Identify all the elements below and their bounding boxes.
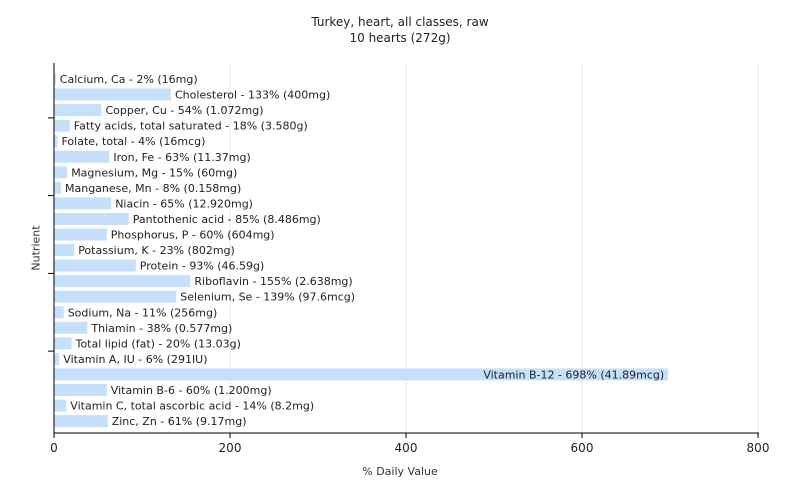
data-label: Protein - 93% (46.59g) (140, 260, 265, 273)
bar (54, 399, 67, 412)
data-label: Vitamin B-6 - 60% (1.200mg) (111, 384, 272, 397)
bar (54, 244, 75, 257)
bar (54, 88, 171, 101)
bar (54, 290, 177, 303)
data-label: Copper, Cu - 54% (1.072mg) (106, 104, 264, 117)
data-label: Total lipid (fat) - 20% (13.03g) (75, 337, 241, 350)
data-label: Selenium, Se - 139% (97.6mcg) (180, 291, 355, 304)
data-label: Fatty acids, total saturated - 18% (3.58… (74, 120, 308, 133)
chart-subtitle: 10 hearts (272g) (349, 31, 451, 45)
bar (54, 119, 70, 132)
bar (54, 321, 88, 334)
bar (54, 352, 60, 365)
bar (54, 306, 64, 319)
bar (54, 228, 107, 241)
bar (54, 197, 112, 210)
x-tick-label: 400 (395, 441, 418, 455)
data-label: Vitamin B-12 - 698% (41.89mcg) (483, 368, 664, 381)
bar (54, 368, 669, 381)
x-tick-label: 200 (219, 441, 242, 455)
data-label: Magnesium, Mg - 15% (60mg) (71, 166, 237, 179)
data-label: Sodium, Na - 11% (256mg) (68, 306, 218, 319)
bar (54, 73, 56, 85)
x-tick-label: 600 (571, 441, 594, 455)
data-label: Vitamin A, IU - 6% (291IU) (63, 353, 207, 366)
data-label: Iron, Fe - 63% (11.37mg) (113, 151, 250, 164)
x-axis-label: % Daily Value (362, 465, 438, 478)
data-label: Phosphorus, P - 60% (604mg) (111, 229, 275, 242)
x-tick-label: 800 (747, 441, 770, 455)
data-label: Vitamin C, total ascorbic acid - 14% (8.… (70, 400, 314, 413)
bar (54, 104, 102, 117)
y-axis-label: Nutrient (29, 225, 43, 271)
bar (54, 135, 58, 148)
bar (54, 181, 61, 194)
data-label: Folate, total - 4% (16mcg) (62, 135, 206, 148)
data-label: Niacin - 65% (12.920mg) (115, 197, 253, 210)
bar (54, 384, 107, 396)
data-label: Riboflavin - 155% (2.638mg) (194, 275, 352, 288)
data-label: Pantothenic acid - 85% (8.486mg) (133, 213, 321, 226)
x-tick-label: 0 (50, 441, 58, 455)
bar (54, 337, 72, 350)
bar (54, 275, 191, 288)
data-label: Calcium, Ca - 2% (16mg) (60, 73, 198, 86)
bar (54, 213, 129, 225)
bar (54, 259, 136, 272)
data-label: Thiamin - 38% (0.577mg) (90, 322, 232, 335)
data-label: Cholesterol - 133% (400mg) (175, 89, 330, 102)
data-label: Potassium, K - 23% (802mg) (78, 244, 235, 257)
bar (54, 150, 110, 163)
data-label: Zinc, Zn - 61% (9.17mg) (112, 415, 247, 428)
chart-title: Turkey, heart, all classes, raw (311, 15, 489, 29)
bar (54, 166, 68, 179)
bar (54, 415, 108, 428)
data-label: Manganese, Mn - 8% (0.158mg) (65, 182, 241, 195)
